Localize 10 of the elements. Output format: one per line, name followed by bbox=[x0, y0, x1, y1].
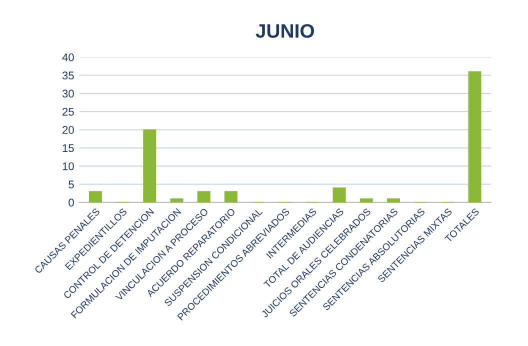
y-tick-label: 0 bbox=[68, 198, 74, 207]
y-tick-label: 10 bbox=[62, 162, 74, 170]
y-tick-label: 15 bbox=[62, 144, 74, 152]
y-tick-label: 5 bbox=[68, 180, 74, 188]
y-tick-label: 25 bbox=[62, 108, 74, 116]
y-tick-label: 40 bbox=[62, 53, 74, 62]
chart-title: JUNIO bbox=[256, 24, 314, 38]
y-tick-label: 35 bbox=[62, 72, 74, 80]
y-tick-label: 30 bbox=[62, 90, 74, 98]
y-tick-label: 20 bbox=[62, 126, 74, 134]
